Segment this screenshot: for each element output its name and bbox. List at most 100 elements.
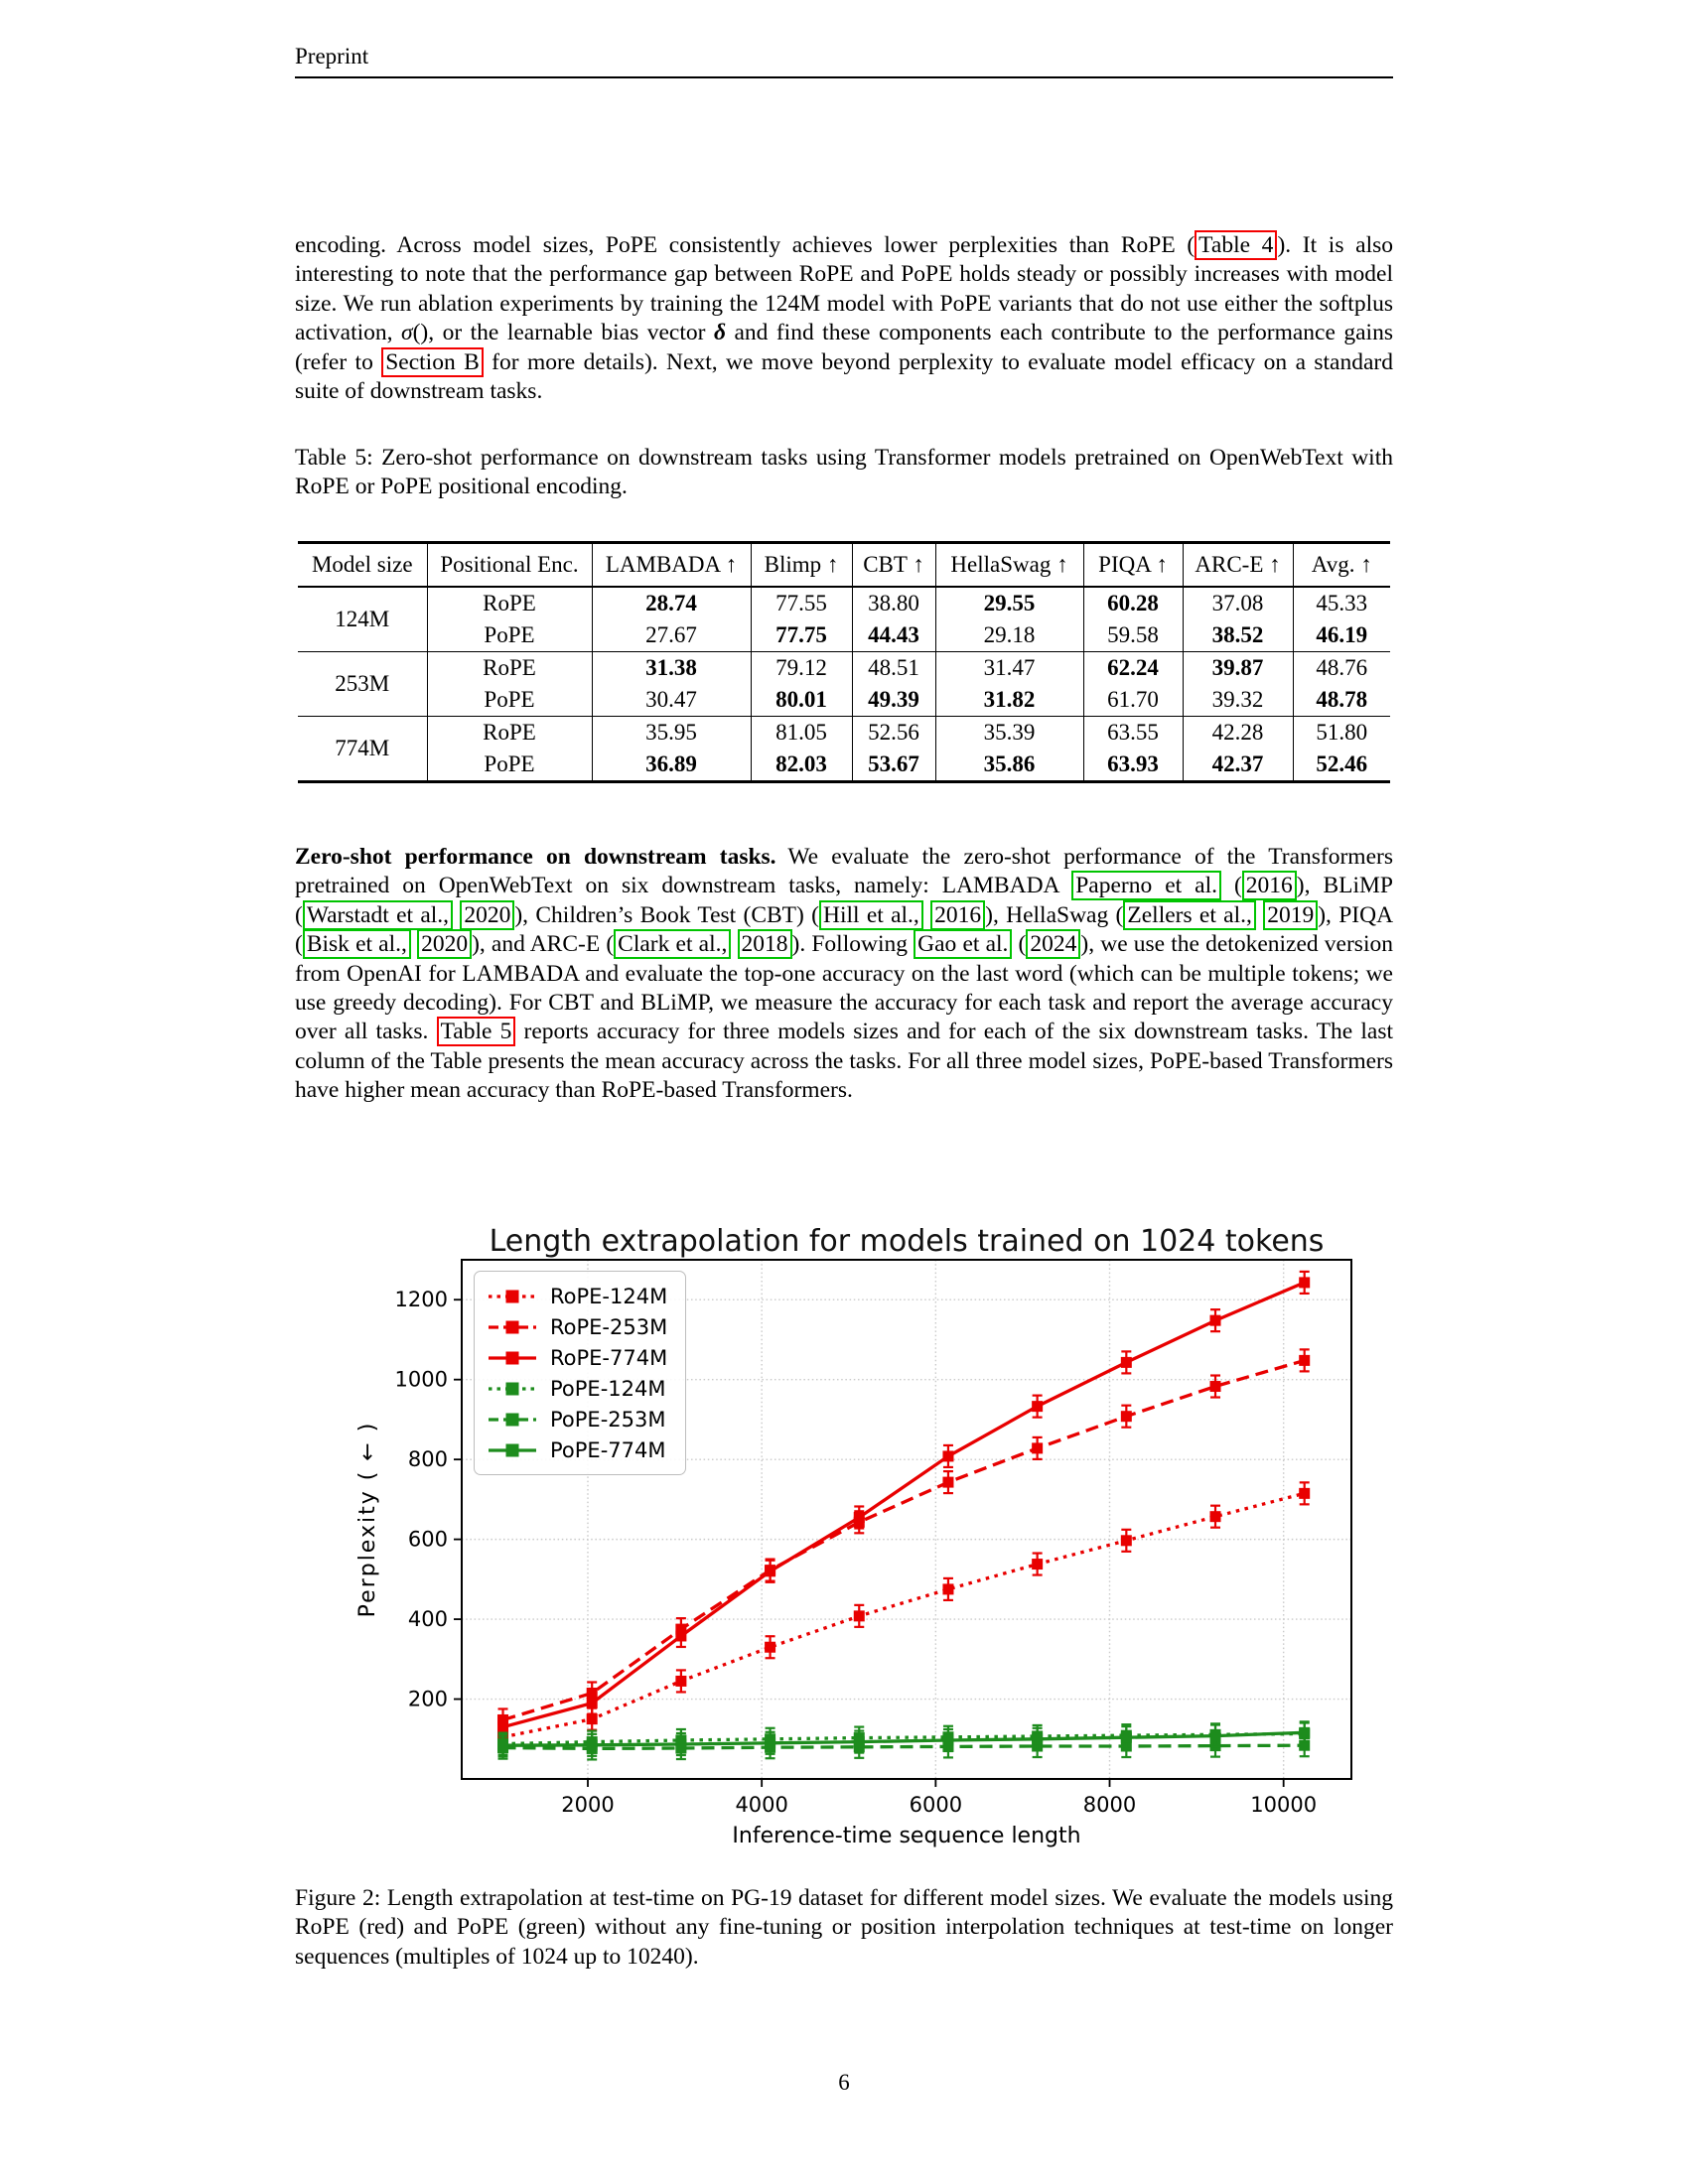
positional-enc-cell: PoPE bbox=[426, 684, 592, 717]
table-row: PoPE 30.47 80.01 49.39 31.82 61.70 39.32 48.78 bbox=[298, 684, 1390, 717]
cite-paperno-year[interactable]: 2016 bbox=[1241, 871, 1297, 901]
legend-label: RoPE-253M bbox=[550, 1314, 668, 1339]
cite-clark[interactable]: Clark et al., bbox=[614, 929, 732, 960]
cite-warstadt[interactable]: Warstadt et al., bbox=[302, 899, 454, 930]
x-tick-label: 2000 bbox=[561, 1793, 614, 1817]
table5-column-header: Model size bbox=[311, 552, 413, 577]
legend-label: RoPE-774M bbox=[550, 1345, 668, 1370]
text-segment: Zero-shot performance on downstream task… bbox=[295, 844, 776, 870]
series-line-RoPE-253M bbox=[502, 1358, 1306, 1722]
y-tick-label: 1000 bbox=[395, 1368, 448, 1392]
marker-RoPE-124M bbox=[853, 1610, 865, 1622]
table5-cell: 80.01 bbox=[750, 684, 852, 717]
marker-RoPE-774M bbox=[675, 1630, 687, 1642]
marker-PoPE-253M bbox=[1299, 1739, 1311, 1751]
page-number: 6 bbox=[838, 2070, 850, 2095]
marker-PoPE-774M bbox=[586, 1739, 598, 1751]
marker-RoPE-253M bbox=[1299, 1354, 1311, 1366]
table5-cell: 49.39 bbox=[851, 684, 935, 717]
cite-bisk[interactable]: Bisk et al., bbox=[302, 929, 411, 960]
table5-cell: 48.76 bbox=[1292, 651, 1390, 684]
legend-item-PoPE-253M: PoPE-253M bbox=[487, 1404, 667, 1434]
cite-bisk-year[interactable]: 2020 bbox=[417, 929, 473, 960]
marker-RoPE-253M bbox=[1032, 1442, 1044, 1454]
cite-hill[interactable]: Hill et al., bbox=[818, 899, 923, 930]
ref-table-5[interactable]: Table 5 bbox=[436, 1017, 516, 1047]
legend-item-PoPE-774M: PoPE-774M bbox=[487, 1434, 667, 1465]
legend-item-PoPE-124M: PoPE-124M bbox=[487, 1373, 667, 1404]
table5-cell: 31.47 bbox=[934, 651, 1083, 684]
cite-zellers[interactable]: Zellers et al., bbox=[1123, 899, 1256, 930]
cite-gao[interactable]: Gao et al. bbox=[914, 929, 1013, 960]
marker-PoPE-774M bbox=[1299, 1726, 1311, 1738]
table5-cell: 30.47 bbox=[591, 684, 751, 717]
cite-clark-year[interactable]: 2018 bbox=[737, 929, 792, 960]
table5-cell: 60.28 bbox=[1082, 587, 1183, 619]
text-segment bbox=[731, 931, 737, 957]
cite-warstadt-year[interactable]: 2020 bbox=[460, 899, 515, 930]
text-segment: ), Children’s Book Test (CBT) ( bbox=[514, 901, 819, 928]
y-axis-label: Perplexity ( ← ) bbox=[355, 1422, 380, 1618]
legend-line-sample bbox=[489, 1320, 536, 1333]
text-segment: and find these components each contribut… bbox=[295, 320, 1393, 375]
text-segment: (), or the learnable bias vector bbox=[412, 320, 714, 346]
marker-RoPE-124M bbox=[1209, 1511, 1221, 1523]
table5-cell: 29.55 bbox=[934, 587, 1083, 619]
text-segment: ). Following bbox=[791, 931, 914, 958]
cite-zellers-year[interactable]: 2019 bbox=[1263, 899, 1319, 930]
legend-label: PoPE-253M bbox=[550, 1407, 666, 1432]
running-head-text: Preprint bbox=[295, 44, 369, 68]
positional-enc-cell: PoPE bbox=[426, 749, 592, 782]
marker-RoPE-774M bbox=[586, 1698, 598, 1709]
table5-cell: 52.56 bbox=[851, 716, 935, 749]
text-segment: ), and ARC-E ( bbox=[472, 931, 615, 958]
cite-paperno[interactable]: Paperno et al. bbox=[1071, 871, 1221, 901]
marker-RoPE-253M bbox=[942, 1476, 954, 1488]
legend-line-sample bbox=[489, 1290, 536, 1302]
marker-RoPE-124M bbox=[1299, 1487, 1311, 1499]
marker-RoPE-774M bbox=[853, 1511, 865, 1523]
legend-label: PoPE-774M bbox=[550, 1437, 666, 1462]
marker-RoPE-124M bbox=[1120, 1535, 1132, 1547]
marker-PoPE-774M bbox=[1120, 1731, 1132, 1743]
table5-cell: 61.70 bbox=[1082, 684, 1183, 717]
marker-RoPE-124M bbox=[586, 1713, 598, 1725]
table5-cell: 36.89 bbox=[591, 749, 751, 782]
table5-column-header: Positional Enc. bbox=[426, 542, 592, 587]
ref-table-4[interactable]: Table 4 bbox=[1195, 230, 1278, 260]
legend-label: PoPE-124M bbox=[550, 1376, 666, 1401]
marker-RoPE-774M bbox=[1209, 1314, 1221, 1326]
legend-item-RoPE-124M: RoPE-124M bbox=[487, 1281, 667, 1311]
table5-cell: 39.87 bbox=[1182, 651, 1293, 684]
table5-cell: 35.95 bbox=[591, 716, 751, 749]
ref-section-b[interactable]: Section B bbox=[381, 346, 484, 377]
marker-RoPE-124M bbox=[765, 1641, 776, 1653]
running-head: Preprint bbox=[295, 44, 1393, 78]
table5-column-header: PIQA ↑ bbox=[1082, 542, 1183, 587]
model-size-cell: 774M bbox=[335, 736, 390, 760]
chart-legend: RoPE-124M RoPE-253M RoPE-774M PoPE-124M PoPE… bbox=[474, 1271, 687, 1475]
table5-cell: 42.37 bbox=[1182, 749, 1293, 782]
text-segment: ). It is also interesting to note that t… bbox=[295, 232, 1393, 346]
text-segment: encoding. Across model sizes, PoPE consi… bbox=[295, 232, 1196, 258]
legend-line-sample bbox=[489, 1351, 536, 1364]
table5-cell: 29.18 bbox=[934, 619, 1083, 652]
text-segment: for more details). Next, we move beyond … bbox=[295, 348, 1393, 405]
legend-line-sample bbox=[489, 1443, 536, 1456]
cite-gao-year[interactable]: 2024 bbox=[1026, 929, 1081, 960]
x-tick-label: 10000 bbox=[1250, 1793, 1317, 1817]
text-segment: ( bbox=[1220, 873, 1242, 899]
series-line-RoPE-774M bbox=[502, 1281, 1306, 1729]
table5-cell: 77.75 bbox=[750, 619, 852, 652]
length-extrapolation-chart: 2000 4000 6000 8000 10000 200 400 600 800 1000 120… bbox=[355, 1224, 1352, 1848]
y-tick-label: 200 bbox=[408, 1688, 448, 1711]
text-segment: σ bbox=[401, 320, 413, 346]
cite-hill-year[interactable]: 2016 bbox=[930, 899, 986, 930]
table5-caption: Table 5: Zero-shot performance on downst… bbox=[295, 445, 1393, 500]
y-tick-label: 400 bbox=[408, 1607, 448, 1631]
x-tick-label: 4000 bbox=[735, 1793, 787, 1817]
table-row: PoPE 27.67 77.75 44.43 29.18 59.58 38.52 46.19 bbox=[298, 619, 1390, 652]
table5-cell: 48.78 bbox=[1292, 684, 1390, 717]
table5-cell: 44.43 bbox=[851, 619, 935, 652]
